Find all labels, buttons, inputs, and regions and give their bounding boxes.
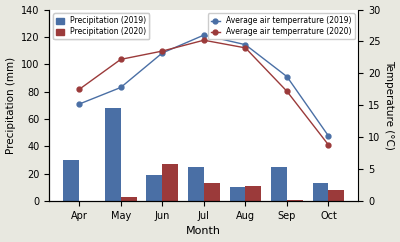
Bar xyxy=(271,167,287,201)
Average air temperrature (2020) xyxy=(284,90,289,93)
X-axis label: Month: Month xyxy=(186,227,221,236)
Average air temperrature (2019) xyxy=(118,86,123,89)
Average air temperrature (2020) xyxy=(118,58,123,61)
Bar xyxy=(146,175,162,201)
Average air temperrature (2020) xyxy=(326,144,331,146)
Bar xyxy=(204,183,220,201)
Line: Average air temperrature (2019): Average air temperrature (2019) xyxy=(77,33,331,138)
Average air temperrature (2019) xyxy=(284,75,289,78)
Line: Average air temperrature (2020): Average air temperrature (2020) xyxy=(77,38,331,147)
Legend: Precipitation (2019), Precipitation (2020): Precipitation (2019), Precipitation (202… xyxy=(53,13,149,39)
Bar xyxy=(328,190,344,201)
Average air temperrature (2019) xyxy=(160,52,165,54)
Bar xyxy=(105,108,121,201)
Average air temperrature (2019) xyxy=(326,135,331,137)
Average air temperrature (2020) xyxy=(243,46,248,49)
Y-axis label: Precipitation (mm): Precipitation (mm) xyxy=(6,57,16,154)
Bar xyxy=(162,164,178,201)
Average air temperrature (2019) xyxy=(243,43,248,46)
Bar xyxy=(230,188,245,201)
Bar xyxy=(63,160,79,201)
Average air temperrature (2019) xyxy=(202,34,206,37)
Average air temperrature (2019) xyxy=(77,103,82,106)
Average air temperrature (2020) xyxy=(77,88,82,91)
Bar xyxy=(121,197,136,201)
Bar xyxy=(313,183,328,201)
Average air temperrature (2020) xyxy=(160,50,165,53)
Bar xyxy=(245,186,261,201)
Y-axis label: Temperature (°C): Temperature (°C) xyxy=(384,60,394,150)
Bar xyxy=(287,200,303,201)
Bar xyxy=(188,167,204,201)
Legend: Average air temperrature (2019), Average air temperrature (2020): Average air temperrature (2019), Average… xyxy=(208,13,354,39)
Average air temperrature (2020) xyxy=(202,39,206,42)
